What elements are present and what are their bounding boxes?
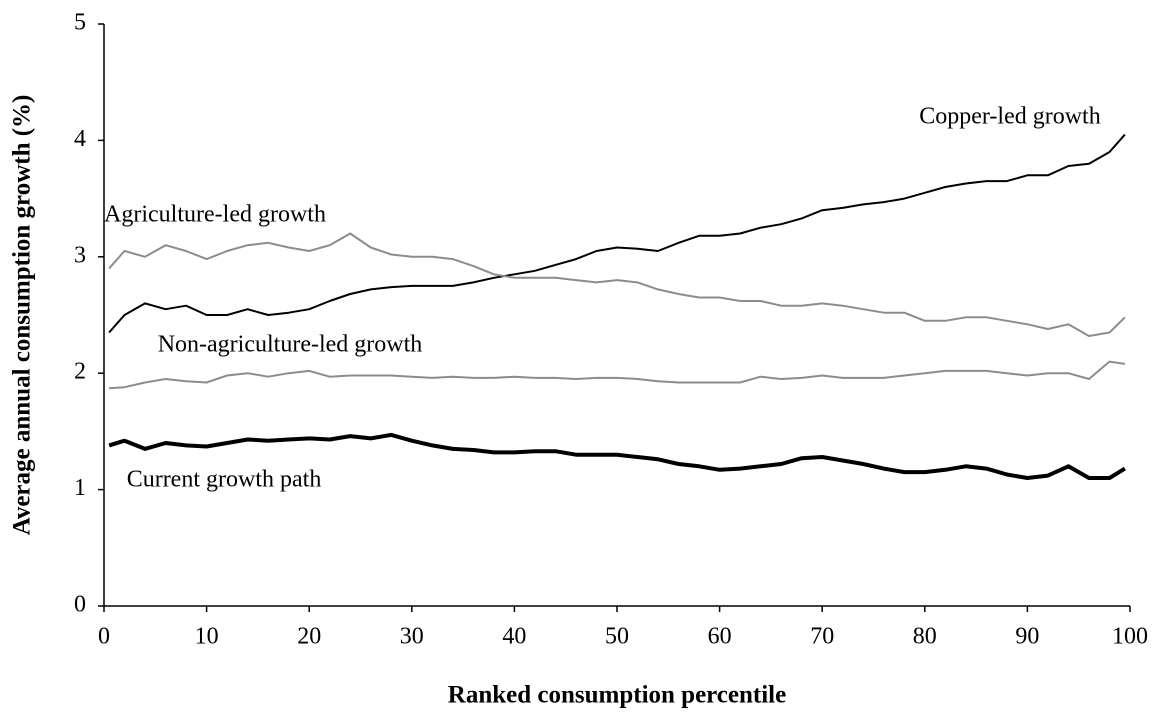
series-line [108,133,1126,334]
x-tick-label: 60 [708,624,732,650]
series-label: Non-agriculture-led growth [158,332,423,358]
series-line [108,232,1126,337]
y-tick-label: 1 [74,475,86,501]
y-tick-label: 0 [74,592,86,618]
x-tick-label: 30 [400,624,424,650]
x-tick-label: 0 [98,624,110,650]
x-tick-label: 40 [502,624,526,650]
x-tick-label: 80 [913,624,937,650]
x-tick-label: 50 [605,624,629,650]
series-label: Agriculture-led growth [104,202,326,228]
x-axis-title: Ranked consumption percentile [448,682,786,709]
series-label: Current growth path [127,467,322,493]
x-tick-label: 20 [297,624,321,650]
x-tick-label: 100 [1112,624,1148,650]
series-line [109,360,1126,390]
y-tick-label: 3 [74,242,86,268]
y-tick-label: 4 [74,126,86,152]
y-tick-label: 5 [74,10,86,36]
x-tick-label: 90 [1015,624,1039,650]
series-line [108,432,1126,480]
y-tick-label: 2 [74,359,86,385]
x-tick-label: 10 [195,624,219,650]
y-axis-title: Average annual consumption growth (%) [9,95,36,536]
x-tick-label: 70 [810,624,834,650]
series-label: Copper-led growth [919,104,1100,130]
